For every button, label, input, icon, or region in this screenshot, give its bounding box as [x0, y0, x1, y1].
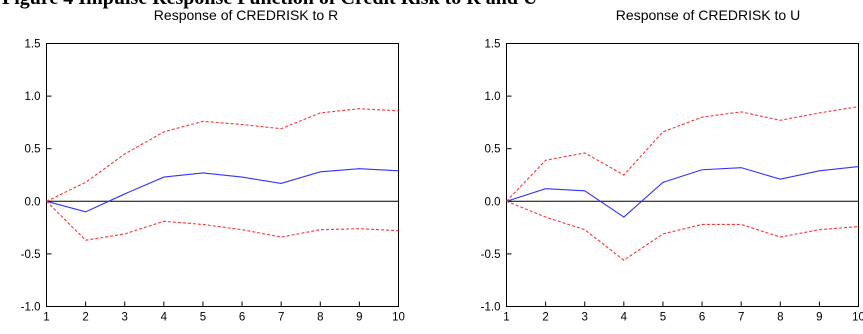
y-tick-label: -1.0 [481, 302, 501, 314]
x-tick-label: 7 [738, 312, 744, 324]
x-tick-label: 3 [582, 312, 588, 324]
y-tick-label: 0.5 [25, 144, 41, 156]
response-line [506, 166, 859, 218]
y-tick-label: 0.0 [485, 196, 501, 208]
chart-panel-response-to-u: Response of CREDRISK to U 1.5 1.0 0.5 0.0 -0… [481, 7, 863, 324]
y-tick-label: 1.0 [485, 91, 501, 103]
x-tick-label: 9 [356, 312, 362, 324]
x-tick-label: 6 [699, 312, 705, 324]
y-tick-label: 1.0 [25, 91, 41, 103]
chart-title: Response of CREDRISK to U [616, 7, 800, 23]
x-tick-label: 2 [542, 312, 548, 324]
x-tick-label: 3 [122, 312, 128, 324]
y-tick-label: 1.5 [25, 39, 41, 51]
response-line [46, 168, 399, 213]
y-tick-label: 0.0 [25, 196, 41, 208]
x-tick-label: 5 [200, 312, 206, 324]
y-tick-label: -0.5 [481, 249, 501, 261]
y-tick-label: -0.5 [21, 249, 41, 261]
x-tick-label: 5 [660, 312, 666, 324]
y-tick-label: -1.0 [21, 302, 41, 314]
x-tick-label: 8 [317, 312, 323, 324]
x-tick-label: 6 [239, 312, 245, 324]
lower-band-line [46, 200, 399, 241]
x-tick-label: 10 [392, 312, 405, 324]
upper-band-line [506, 106, 859, 202]
x-tick-label: 1 [43, 312, 49, 324]
x-tick-label: 1 [503, 312, 509, 324]
lower-band-line [506, 200, 859, 261]
x-tick-label: 4 [621, 312, 628, 324]
x-tick-label: 9 [816, 312, 822, 324]
chart-title: Response of CREDRISK to R [154, 7, 338, 23]
plot-frame [506, 43, 859, 307]
upper-band-line [46, 108, 399, 202]
x-tick-label: 8 [777, 312, 783, 324]
x-tick-label: 10 [852, 312, 863, 324]
figure-caption: Figure 4 Impulse Response Function of Cr… [2, 0, 537, 9]
x-tick-label: 2 [82, 312, 88, 324]
chart-panel-response-to-r: Response of CREDRISK to R 1.5 1.0 0.5 0.0 -0… [21, 7, 405, 324]
y-tick-label: 0.5 [485, 144, 501, 156]
x-tick-label: 7 [278, 312, 284, 324]
plot-frame [46, 43, 399, 307]
x-tick-label: 4 [161, 312, 168, 324]
y-tick-label: 1.5 [485, 39, 501, 51]
